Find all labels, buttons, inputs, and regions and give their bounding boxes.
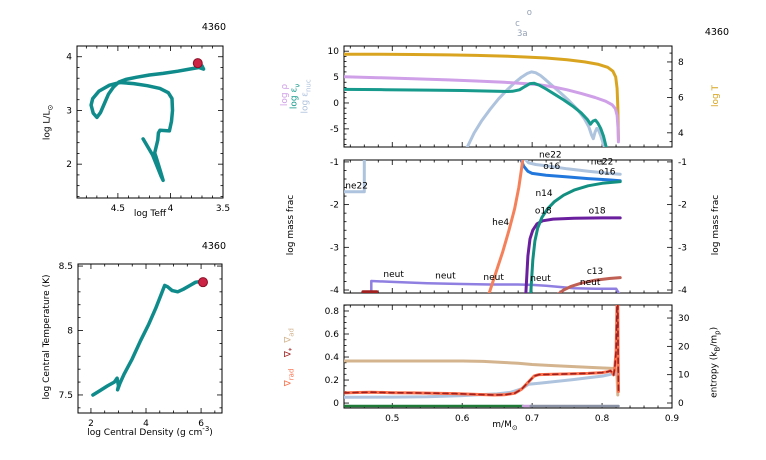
curve-label-ne22: ne22 [539,151,562,161]
grad-panel: 0.5 0.6 0.7 0.8 0.9 0 0.2 0.4 0.6 0.8 0 10 20 30 [325,304,690,424]
nabla-rad-curve [344,305,620,397]
hr-ytick-label: 2 [66,160,72,170]
abund-ytick-label: -3 [330,243,339,253]
prof_top-ytick-right-label: 4 [678,129,684,139]
prof_top-ytick-label: 10 [328,47,340,57]
grad-ytick-right-label: 30 [678,314,690,324]
tcrhoc-current-model-marker [198,277,209,288]
curve-label-o16: o16 [598,167,615,177]
grad-ytick-label: 0.8 [325,307,340,317]
nabla-star-curve [344,305,620,396]
grad-xtick-label: 0.5 [385,414,399,424]
evolution-track-curve [89,61,206,183]
hr-xtick-label: 3.5 [216,204,230,214]
prof_top-ytick-label: -5 [330,125,339,135]
curve-label-neut: neut [435,271,456,281]
prof_top-ytick-label: 5 [333,73,339,83]
grad-frame [343,304,673,409]
curve-label-n14: n14 [535,189,552,199]
prof_top-panel: -5 0 5 10 4 6 8 [328,45,684,148]
grad-xtick-label: 0.6 [455,414,470,424]
log-rho-curve [344,75,620,144]
c13-curve [557,276,622,293]
grad-ytick-label: 0.6 [325,330,340,340]
hr-panel: 4.5 4 3.5 2 3 4 [66,45,230,214]
central-track-curve [91,279,205,397]
prof_top-ytick-label: 0 [333,99,339,109]
tcrhoc-ytick-label: 7.5 [59,391,73,401]
abund-ytick-label: -2 [330,201,339,211]
entropy-curve [344,371,620,399]
hr-frame [76,45,224,199]
o16-curve [519,160,622,183]
abund-frame [343,159,673,294]
ne22-curve [344,160,366,194]
curve-label-neut: neut [383,270,404,280]
grad-ytick-right-label: 20 [678,342,690,352]
curve-label-he4: he4 [492,218,509,228]
curve-label-neut: neut [580,278,601,288]
tcrhoc-xtick-label: 6 [198,419,204,429]
grad-ytick-label: 0 [333,399,339,409]
abund-ytick-label: -1 [330,158,339,168]
curve-label-neut: neut [530,274,551,284]
n14-curve [529,180,622,293]
tcrhoc-ytick-label: 8.5 [59,262,73,272]
prof_top-ytick-right-label: 6 [678,93,684,103]
log-eps-nu-curve [344,81,608,147]
grad-ytick-right-label: 0 [678,399,684,409]
grad-ytick-right-label: 10 [678,371,690,381]
he4-curve [487,160,525,293]
hr-ytick-label: 4 [66,53,72,63]
curve-label-ne22: ne22 [345,181,368,191]
ne22-curve [523,160,622,176]
grad-ytick-label: 0.4 [325,353,340,363]
tcrhoc-xtick-label: 4 [143,419,149,429]
log-T-curve [344,52,620,142]
abund-ytick-label: -4 [330,286,339,296]
abund-ytick-right-label: -1 [678,158,687,168]
curve-label-ne22: ne22 [591,157,614,167]
hr-xtick-label: 4 [168,204,174,214]
prof_top-ytick-right-label: 8 [678,58,684,68]
prof_top-frame [343,45,673,148]
curve-label-o18: o18 [535,207,552,217]
abund-ytick-right-label: -3 [678,243,687,253]
hr-xtick-label: 4.5 [111,204,125,214]
curve-label-c13: c13 [587,267,603,277]
hr-ytick-label: 3 [66,106,72,116]
tcrhoc-ytick-label: 8 [67,327,73,337]
abund-ytick-right-label: -4 [678,286,687,296]
grad-ytick-label: 0.2 [325,376,339,386]
grad-xtick-label: 0.7 [525,414,539,424]
grad-xtick-label: 0.9 [665,414,680,424]
abund-ytick-right-label: -2 [678,201,687,211]
curve-label-o16: o16 [543,162,560,172]
tcrhoc-frame [77,263,223,414]
tcrhoc-xtick-label: 2 [88,419,94,429]
curve-label-o18: o18 [589,207,606,217]
curve-label-neut: neut [483,273,504,283]
hr-current-model-marker [192,58,203,69]
abund-panel: -4-3-2-1-4-3-2-1ne22ne22ne22o16o16n14o18… [330,151,687,296]
tcrhoc-panel: 2 4 6 7.5 8 8.5 [59,262,223,429]
grad-xtick-label: 0.8 [595,414,610,424]
